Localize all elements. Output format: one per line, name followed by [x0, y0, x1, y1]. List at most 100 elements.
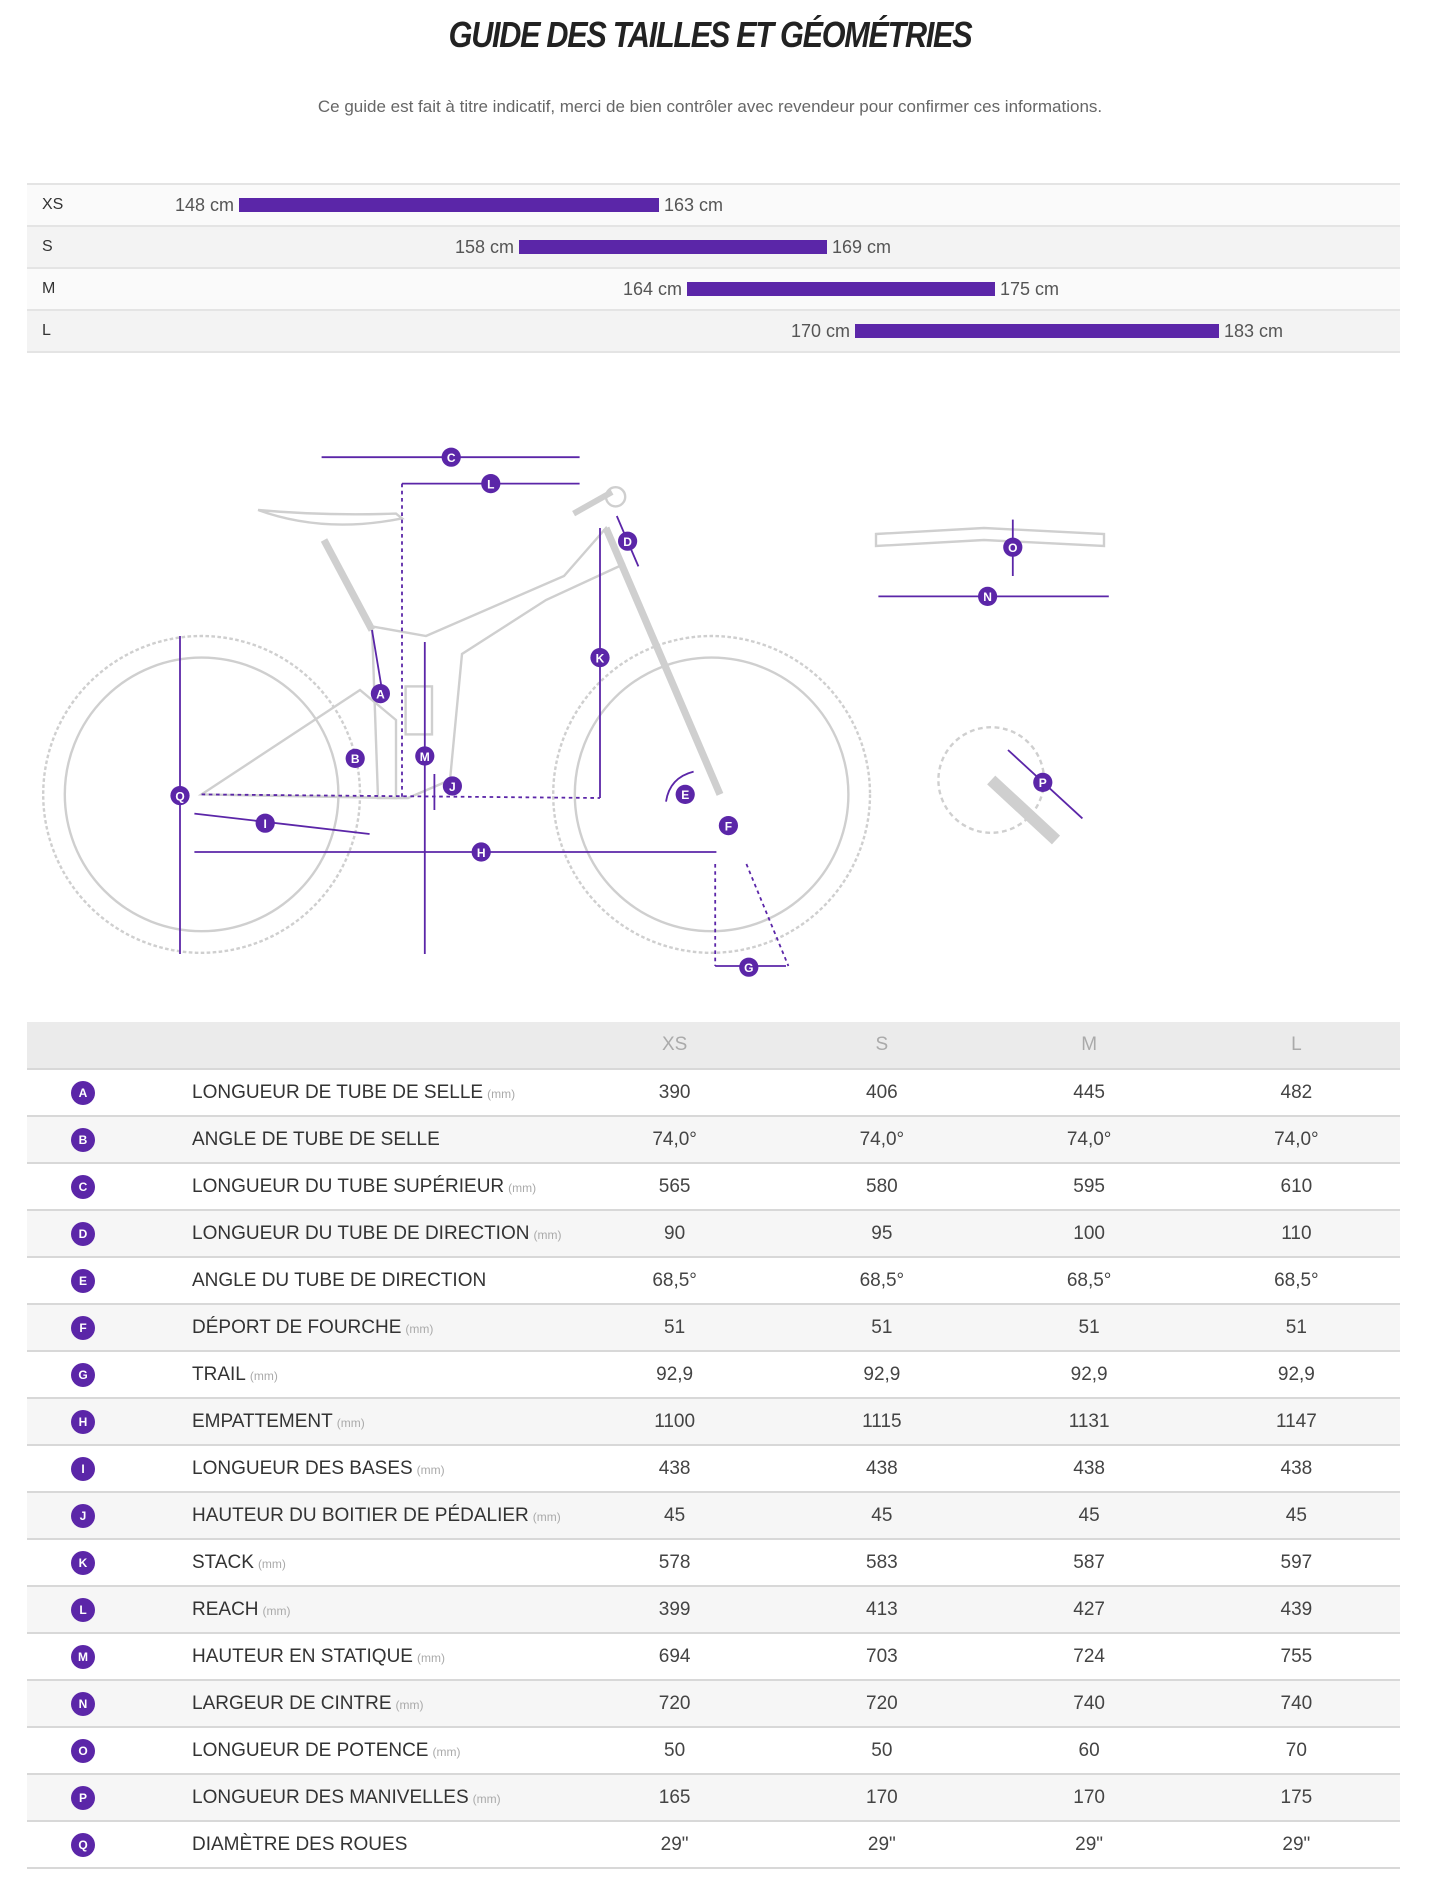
letter-badge: F [71, 1315, 95, 1340]
diagram-marker-k: K [590, 648, 610, 668]
marker-circle [978, 586, 998, 606]
marker-circle [441, 447, 461, 467]
value-cell-l: 74,0° [1192, 1115, 1400, 1163]
value-cell-s: 1115 [778, 1397, 986, 1445]
value-cell-l: 438 [1192, 1444, 1400, 1492]
value-cell-s: 95 [778, 1209, 986, 1257]
value-cell-m: 92,9 [985, 1350, 1193, 1398]
shock [404, 685, 434, 736]
marker-letter: N [983, 590, 992, 604]
measurement-label: HAUTEUR DU BOITIER DE PÉDALIER [192, 1504, 529, 1526]
value-cell-m: 74,0° [985, 1115, 1193, 1163]
geometry-table: XS S M L A LONGUEUR DE TUBE DE SELLE (mm)… [27, 1022, 1400, 1869]
measurement-label: EMPATTEMENT [192, 1410, 333, 1432]
letter-badge: H [71, 1409, 95, 1434]
value-cell-xs: 694 [571, 1632, 779, 1680]
height-min-label: 170 cm [790, 321, 850, 341]
height-max-label: 169 cm [832, 237, 892, 257]
value-cell-s: 50 [778, 1726, 986, 1774]
marker-letter: B [351, 752, 360, 766]
diagram-marker-h: H [471, 842, 491, 862]
height-min-label: 158 cm [454, 237, 514, 257]
unit-label: (mm) [249, 1368, 278, 1383]
value-cell-s: 438 [778, 1444, 986, 1492]
letter-badge: J [71, 1503, 95, 1528]
value-cell-m: 740 [985, 1679, 1193, 1727]
value-cell-l: 740 [1192, 1679, 1400, 1727]
diagram-marker-i: I [255, 813, 275, 833]
unit-label: (mm) [405, 1321, 434, 1336]
value-cell-m: 68,5° [985, 1256, 1193, 1304]
letter-badge: L [71, 1597, 95, 1622]
letter-badge: C [71, 1174, 95, 1199]
letter-badge: G [71, 1362, 95, 1387]
table-row: J HAUTEUR DU BOITIER DE PÉDALIER (mm) 45 45… [27, 1491, 1400, 1539]
letter-badge: I [71, 1456, 95, 1481]
page-title: GUIDE DES TAILLES ET GÉOMÉTRIES [448, 14, 973, 55]
diagram-marker-o: O [1003, 537, 1023, 557]
letter-badge: K [71, 1550, 95, 1575]
measurement-label: HAUTEUR EN STATIQUE [192, 1645, 413, 1667]
marker-letter: A [376, 687, 385, 701]
marker-letter: P [1039, 776, 1047, 790]
value-cell-s: 580 [778, 1162, 986, 1210]
marker-circle [739, 957, 759, 977]
table-row: H EMPATTEMENT (mm) 1100 1115 1131 1147 [27, 1397, 1400, 1445]
value-cell-xs: 578 [571, 1538, 779, 1586]
height-min-label: 148 cm [174, 195, 234, 215]
marker-circle [1033, 772, 1053, 792]
height-max-label: 175 cm [1000, 279, 1060, 299]
diagram-marker-q: Q [170, 786, 190, 806]
value-cell-xs: 92,9 [571, 1350, 779, 1398]
value-cell-l: 755 [1192, 1632, 1400, 1680]
size-row-m: M 164 cm 175 cm [27, 267, 1400, 309]
size-range-chart: XS 148 cm 163 cm S 158 cm 169 cm M 164 cm … [27, 183, 1400, 353]
marker-circle [415, 746, 435, 766]
value-cell-s: 29" [778, 1820, 986, 1869]
marker-circle [442, 776, 462, 796]
value-cell-xs: 390 [571, 1068, 779, 1116]
height-min-label: 164 cm [622, 279, 682, 299]
marker-letter: O [1008, 541, 1017, 555]
height-max-label: 163 cm [664, 195, 724, 215]
table-row: C LONGUEUR DU TUBE SUPÉRIEUR (mm) 565 580 59… [27, 1162, 1400, 1210]
letter-badge: E [71, 1268, 95, 1293]
value-cell-l: 29" [1192, 1820, 1400, 1869]
value-cell-xs: 90 [571, 1209, 779, 1257]
table-row: B ANGLE DE TUBE DE SELLE 74,0° 74,0° 74,0° 7… [27, 1115, 1400, 1163]
measurement-label: DÉPORT DE FOURCHE [192, 1316, 402, 1338]
diagram-marker-g: G [739, 957, 759, 977]
table-row: N LARGEUR DE CINTRE (mm) 720 720 740 740 [27, 1679, 1400, 1727]
value-cell-l: 597 [1192, 1538, 1400, 1586]
measurement-label: LONGUEUR DE POTENCE [192, 1739, 429, 1761]
unit-label: (mm) [533, 1227, 562, 1242]
value-cell-xs: 68,5° [571, 1256, 779, 1304]
measurement-label: REACH [192, 1598, 259, 1620]
value-cell-m: 724 [985, 1632, 1193, 1680]
value-cell-xs: 1100 [571, 1397, 779, 1445]
rear-wheel-tire [42, 634, 362, 954]
value-cell-xs: 29" [571, 1820, 779, 1869]
value-cell-s: 720 [778, 1679, 986, 1727]
handlebar-top-view [874, 526, 1106, 548]
height-max-label: 183 cm [1224, 321, 1284, 341]
unit-label: (mm) [487, 1086, 516, 1101]
marker-letter: F [725, 819, 732, 833]
saddle [257, 508, 405, 526]
unit-label: (mm) [532, 1509, 561, 1524]
page-subtitle: Ce guide est fait à titre indicatif, mer… [317, 97, 1103, 116]
marker-circle [675, 784, 695, 804]
letter-badge: D [71, 1221, 95, 1246]
diagram-marker-c: C [441, 447, 461, 467]
value-cell-l: 45 [1192, 1491, 1400, 1539]
diagram-marker-m: M [415, 746, 435, 766]
value-cell-s: 51 [778, 1303, 986, 1351]
size-label: M [42, 280, 56, 297]
value-cell-s: 406 [778, 1068, 986, 1116]
frame [370, 525, 626, 800]
height-range-bar [519, 240, 827, 254]
unit-label: (mm) [432, 1744, 461, 1759]
table-row: M HAUTEUR EN STATIQUE (mm) 694 703 724 755 [27, 1632, 1400, 1680]
marker-letter: C [447, 451, 456, 465]
unit-label: (mm) [336, 1415, 365, 1430]
